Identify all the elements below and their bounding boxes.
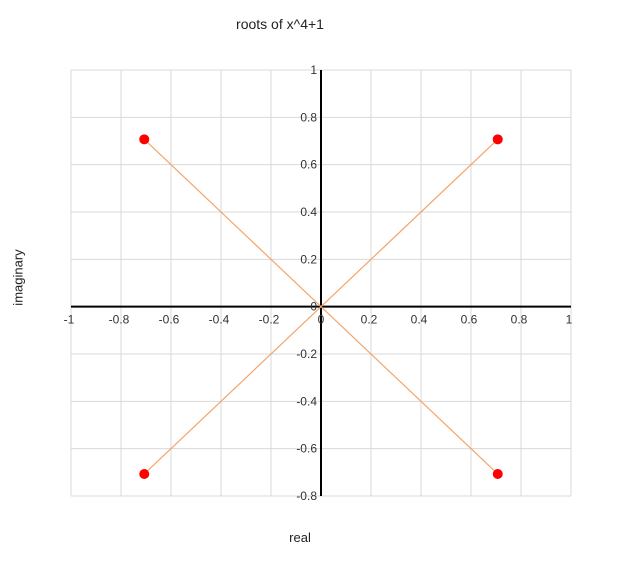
x-tick-label: 0.4	[411, 313, 428, 327]
x-tick-labels: -1 -0.8 -0.6 -0.4 -0.2 0 0.2 0.4 0.6 0.8 1	[64, 313, 573, 327]
y-tick-label: -0.2	[296, 347, 317, 361]
x-tick-label: -1	[64, 313, 75, 327]
connector-lines	[143, 138, 499, 475]
y-tick-label: -0.4	[296, 394, 317, 408]
y-tick-label: 0.4	[300, 205, 317, 219]
y-tick-label: 0.6	[300, 158, 317, 172]
y-tick-label: -0.8	[296, 489, 317, 503]
x-tick-label: 0.6	[461, 313, 478, 327]
connector-line	[143, 138, 499, 475]
x-tick-label: -0.8	[109, 313, 130, 327]
x-tick-label: 1	[566, 313, 573, 327]
x-tick-label: 0.2	[361, 313, 378, 327]
x-tick-label: -0.4	[209, 313, 230, 327]
y-tick-label: 0.8	[300, 110, 317, 124]
root-points	[139, 134, 503, 479]
chart-title: roots of x^4+1	[236, 16, 324, 32]
data-point	[492, 134, 503, 145]
y-axis-label: imaginary	[10, 249, 26, 306]
data-point	[139, 468, 150, 479]
x-tick-label: -0.6	[159, 313, 180, 327]
y-tick-label: 0.2	[300, 252, 317, 266]
x-axis-label: real	[289, 530, 311, 545]
y-tick-label: 0	[310, 300, 317, 314]
x-tick-label: 0	[318, 313, 325, 327]
y-tick-label: 1	[310, 63, 317, 77]
data-point	[139, 134, 150, 145]
x-tick-label: 0.8	[511, 313, 528, 327]
data-point	[492, 468, 503, 479]
y-tick-labels: -0.8 -0.6 -0.4 -0.2 0 0.2 0.4 0.6 0.8 1	[296, 63, 317, 503]
y-tick-label: -0.6	[296, 442, 317, 456]
axes	[71, 70, 571, 496]
x-tick-label: -0.2	[259, 313, 280, 327]
